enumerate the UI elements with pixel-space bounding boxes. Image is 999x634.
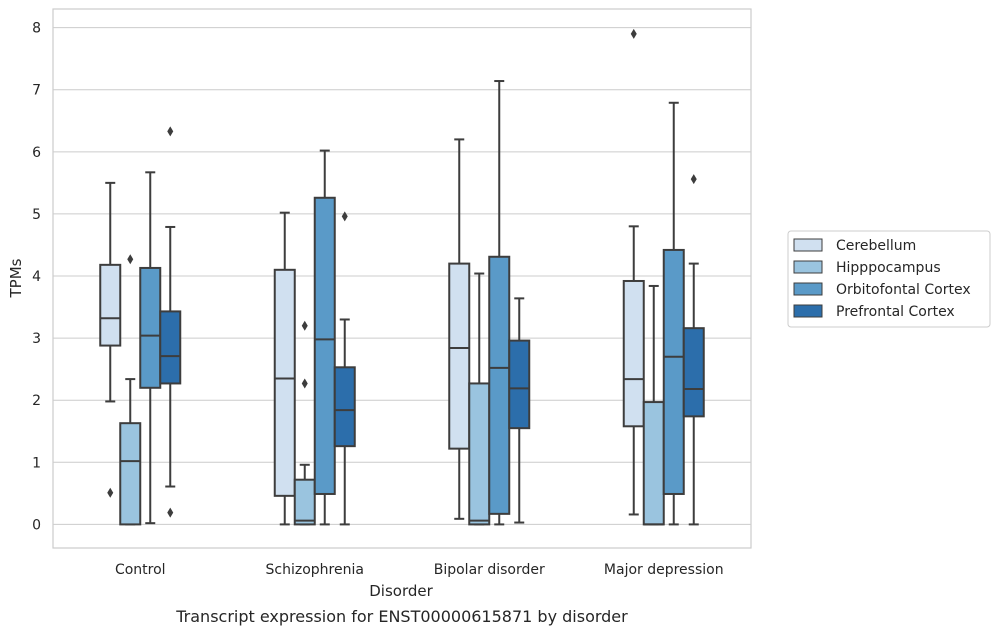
box <box>682 327 705 418</box>
outlier-point <box>167 507 174 518</box>
box <box>273 268 296 497</box>
legend-swatch <box>793 238 823 252</box>
box <box>662 248 685 495</box>
box <box>488 255 511 515</box>
legend-swatch <box>793 304 823 318</box>
outlier-point <box>341 211 348 222</box>
series-hipppocampus <box>119 254 665 526</box>
legend: Cerebellum Hipppocampus Orbitofontal Corte… <box>787 230 991 328</box>
x-tick-label: Schizophrenia <box>266 562 364 578</box>
legend-box <box>787 230 991 328</box>
box <box>468 382 491 526</box>
outlier-point <box>630 28 637 39</box>
outlier-point <box>167 126 174 137</box>
outlier-point <box>301 378 308 389</box>
box <box>642 401 665 526</box>
box <box>159 310 182 385</box>
y-tick-label: 4 <box>32 269 41 285</box>
legend-item: Prefrontal Cortex <box>793 304 955 320</box>
y-tick-label: 2 <box>32 393 41 409</box>
y-tick-label: 6 <box>32 145 41 161</box>
box <box>508 339 531 430</box>
legend-label: Orbitofontal Cortex <box>836 282 971 298</box>
x-tick-label: Control <box>115 562 166 578</box>
legend-item: Hipppocampus <box>793 260 941 276</box>
y-tick-label: 1 <box>32 455 41 471</box>
chart-caption: Transcript expression for ENST0000061587… <box>175 607 628 626</box>
legend-item: Cerebellum <box>793 238 916 254</box>
legend-label: Prefrontal Cortex <box>836 304 955 320</box>
legend-swatch <box>793 282 823 296</box>
legend-item: Orbitofontal Cortex <box>793 282 971 298</box>
y-tick-label: 0 <box>32 517 41 533</box>
outlier-point <box>127 254 134 265</box>
box <box>333 366 356 448</box>
box <box>99 263 122 347</box>
series-cerebellum <box>99 28 645 526</box>
outlier-point <box>301 320 308 331</box>
box <box>313 196 336 495</box>
y-tick-label: 8 <box>32 21 41 37</box>
legend-swatch <box>793 260 823 274</box>
x-tick-label: Major depression <box>604 562 724 578</box>
y-axis-title: TPMs <box>7 258 25 298</box>
legend-label: Hipppocampus <box>836 260 941 276</box>
y-tick-label: 5 <box>32 207 41 223</box>
box <box>622 279 645 428</box>
legend-label: Cerebellum <box>836 238 916 254</box>
box <box>119 422 142 526</box>
box-series <box>99 28 705 526</box>
x-axis-title: Disorder <box>369 582 433 600</box>
y-tick-label: 7 <box>32 83 41 99</box>
outlier-point <box>690 174 697 185</box>
x-tick-label: Bipolar disorder <box>434 562 545 578</box>
box <box>293 478 316 526</box>
box <box>448 262 471 450</box>
axis-ticks: 0 1 2 3 4 5 6 7 8 Control Schizophrenia Bipolar dis… <box>32 21 724 578</box>
series-prefrontal-cortex <box>159 126 705 526</box>
box <box>139 266 162 389</box>
outlier-point <box>107 487 114 498</box>
y-tick-label: 3 <box>32 331 41 347</box>
